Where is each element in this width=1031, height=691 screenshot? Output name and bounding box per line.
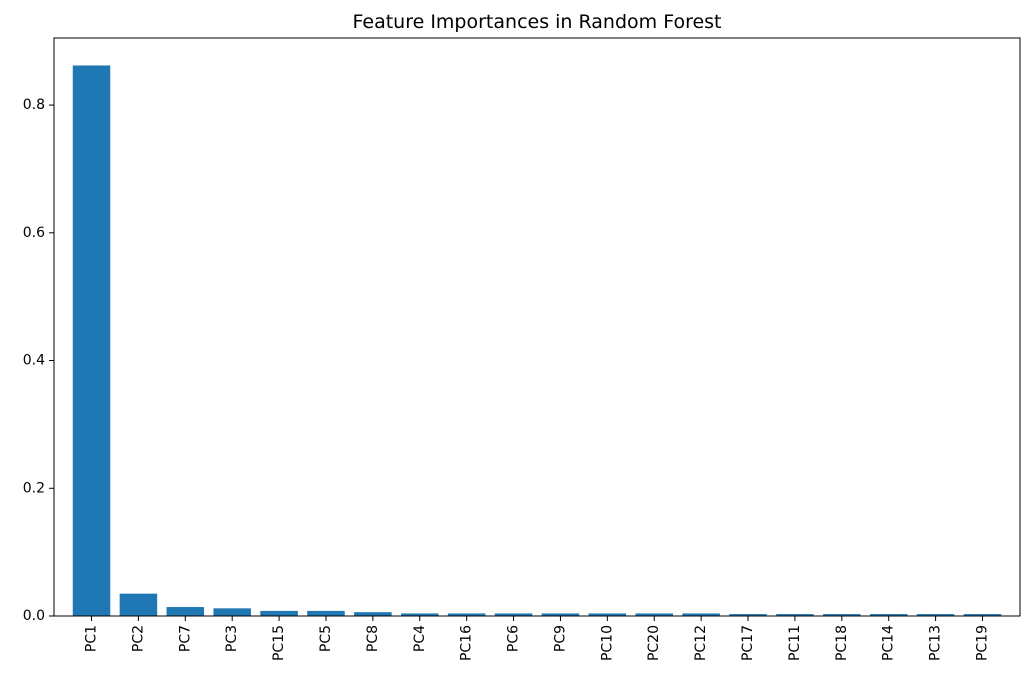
y-tick-label: 0.2 [23,480,45,496]
y-tick-label: 0.4 [23,353,45,369]
plot-frame [53,37,1021,617]
chart-title: Feature Importances in Random Forest [352,11,721,33]
bar-pc7 [166,607,205,616]
y-tick-label: 0.6 [23,225,45,241]
x-tick-label: PC1 [84,625,100,652]
x-tick-label: PC17 [740,625,756,661]
x-tick-label: PC9 [552,625,568,652]
bar-pc4 [401,613,439,616]
x-tick-label: PC18 [834,625,850,661]
x-tick-label: PC4 [412,625,428,652]
x-tick-label: PC5 [318,625,334,652]
bar-pc2 [119,593,158,616]
x-tick-label: PC11 [787,625,803,661]
bar-pc15 [260,610,298,616]
y-tick-label: 0.0 [23,608,45,624]
x-tick-label: PC13 [928,625,944,661]
bars-layer [72,65,1002,616]
x-tick-label: PC20 [646,625,662,661]
x-tick-label: PC12 [693,625,709,661]
x-tick-label: PC15 [271,625,287,661]
bar-pc13 [916,614,955,616]
x-tick-label: PC8 [365,625,381,652]
bar-pc16 [447,613,486,616]
x-tick-label: PC2 [130,625,146,652]
bar-pc5 [307,610,345,616]
x-tick-label: PC6 [506,625,522,652]
bar-pc6 [494,613,533,616]
x-tick-label: PC19 [974,625,990,661]
bar-pc14 [869,614,908,616]
bar-pc18 [823,614,861,616]
y-tick-label: 0.8 [23,97,45,113]
x-tick-label: PC10 [599,625,615,661]
bar-pc8 [354,612,392,616]
bar-pc20 [635,613,673,616]
x-tick-label: PC3 [224,625,240,652]
x-tick-label: PC16 [459,625,475,661]
y-axis: 0.0 0.2 0.4 0.6 0.8 [23,97,54,624]
bar-pc12 [682,613,720,616]
bar-pc11 [776,614,814,616]
bar-pc19 [963,614,1002,616]
bar-pc9 [541,613,580,616]
x-axis: PC1 PC2 PC7 PC3 PC15 PC5 PC8 PC4 PC16 PC6 PC9 PC10 P… [84,616,990,661]
bar-pc10 [588,613,627,616]
bar-pc1 [72,65,111,616]
x-tick-label: PC14 [881,625,897,661]
bar-pc17 [729,614,767,616]
x-tick-label: PC7 [177,625,193,652]
bar-pc3 [213,608,251,616]
